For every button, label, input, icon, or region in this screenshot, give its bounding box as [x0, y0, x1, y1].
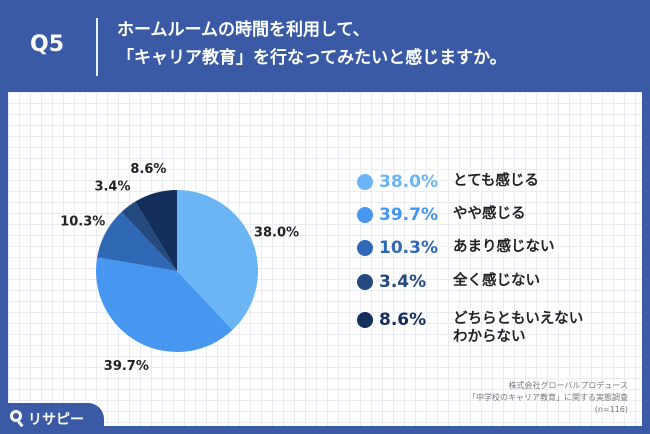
question-line-1: ホームルームの時間を利用して、 — [117, 20, 370, 40]
legend-label-line-2: わからない — [453, 329, 526, 345]
legend-dot — [357, 174, 373, 190]
legend-label: とても感じる — [453, 173, 539, 189]
legend-percent: 3.4% — [379, 272, 427, 292]
question-number: Q5 — [30, 32, 65, 57]
source-line-1: 株式会社グローバルプロデュース — [508, 381, 628, 390]
legend-percent: 10.3% — [379, 238, 438, 258]
legend-label: どちらともいえない わからない — [453, 310, 583, 346]
header: Q5 ホームルームの時間を利用して、 「キャリア教育」を行なってみたいと感じます… — [0, 0, 650, 92]
legend-percent: 8.6% — [379, 310, 427, 330]
legend-percent: 39.7% — [379, 205, 438, 225]
legend-label: やや感じる — [453, 206, 526, 222]
question-line-2: 「キャリア教育」を行なってみたいと感じますか。 — [117, 48, 507, 68]
slice-value-label: 38.0% — [254, 226, 299, 241]
logo-text: リサピー — [28, 412, 84, 428]
legend-label: あまり感じない — [453, 239, 555, 255]
search-magnifier-icon — [10, 410, 22, 422]
legend-dot — [357, 312, 373, 328]
slice-mattaku — [121, 201, 177, 271]
slice-value-label: 39.7% — [104, 359, 149, 374]
risapi-logo: リサピー — [0, 403, 104, 434]
source-line-2: 「中学校のキャリア教育」に関する実態調査 — [468, 393, 628, 402]
source-note: 株式会社グローバルプロデュース 「中学校のキャリア教育」に関する実態調査 (n=… — [468, 380, 628, 416]
legend-label: 全く感じない — [453, 273, 540, 289]
slice-totemo — [177, 190, 258, 331]
source-line-3: (n=116) — [594, 405, 628, 414]
slice-value-label: 10.3% — [60, 214, 105, 229]
legend-label-line-1: どちらともいえない — [453, 311, 584, 327]
legend-dot — [357, 207, 373, 223]
legend-dot — [357, 274, 373, 290]
slice-yaya — [96, 257, 233, 352]
legend-dot — [357, 240, 373, 256]
slice-value-label: 3.4% — [94, 180, 130, 195]
slice-amari — [97, 211, 177, 271]
question-text: ホームルームの時間を利用して、 「キャリア教育」を行なってみたいと感じますか。 — [117, 16, 507, 72]
slice-dochira — [135, 190, 177, 271]
legend-percent: 38.0% — [379, 172, 438, 192]
slice-value-label: 8.6% — [130, 162, 166, 177]
header-divider — [96, 18, 98, 76]
